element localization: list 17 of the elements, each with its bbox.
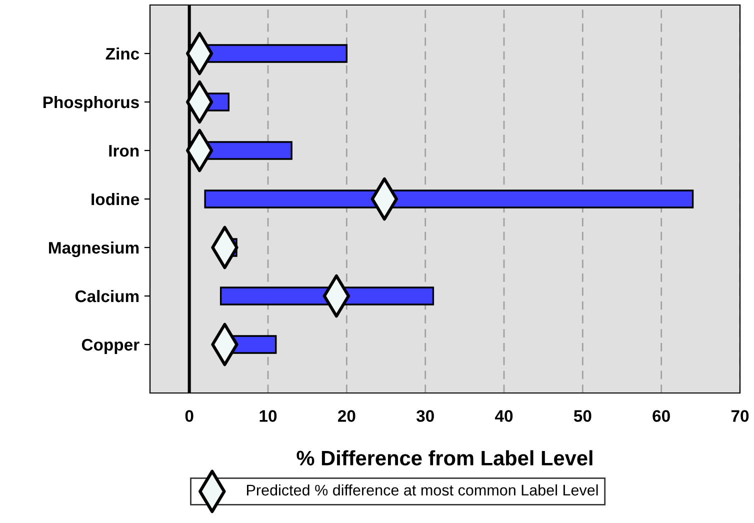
y-tick-label: Iron (109, 145, 139, 157)
y-tick-label: Phosphorus (43, 96, 139, 112)
x-tick-label: 10 (260, 410, 277, 422)
x-tick-label: 30 (416, 410, 434, 422)
y-tick-label: Copper (82, 338, 140, 354)
text: Predicted % difference at most common Label Level (247, 484, 598, 496)
x-tick-label: 40 (494, 410, 513, 422)
x-axis-title: % Difference from Label Level (296, 450, 592, 466)
y-tick-label: Zinc (106, 47, 140, 60)
y-tick-label: Magnesium (49, 241, 139, 258)
y-tick-label: Iodine (92, 192, 140, 206)
x-tick-label: 70 (731, 410, 749, 422)
x-tick-label: 60 (652, 410, 670, 422)
y-tick-label: Calcium (75, 290, 139, 302)
x-tick-label: 0 (185, 410, 194, 422)
x-tick-label: 20 (338, 410, 356, 422)
x-tick-label: 50 (574, 410, 592, 422)
